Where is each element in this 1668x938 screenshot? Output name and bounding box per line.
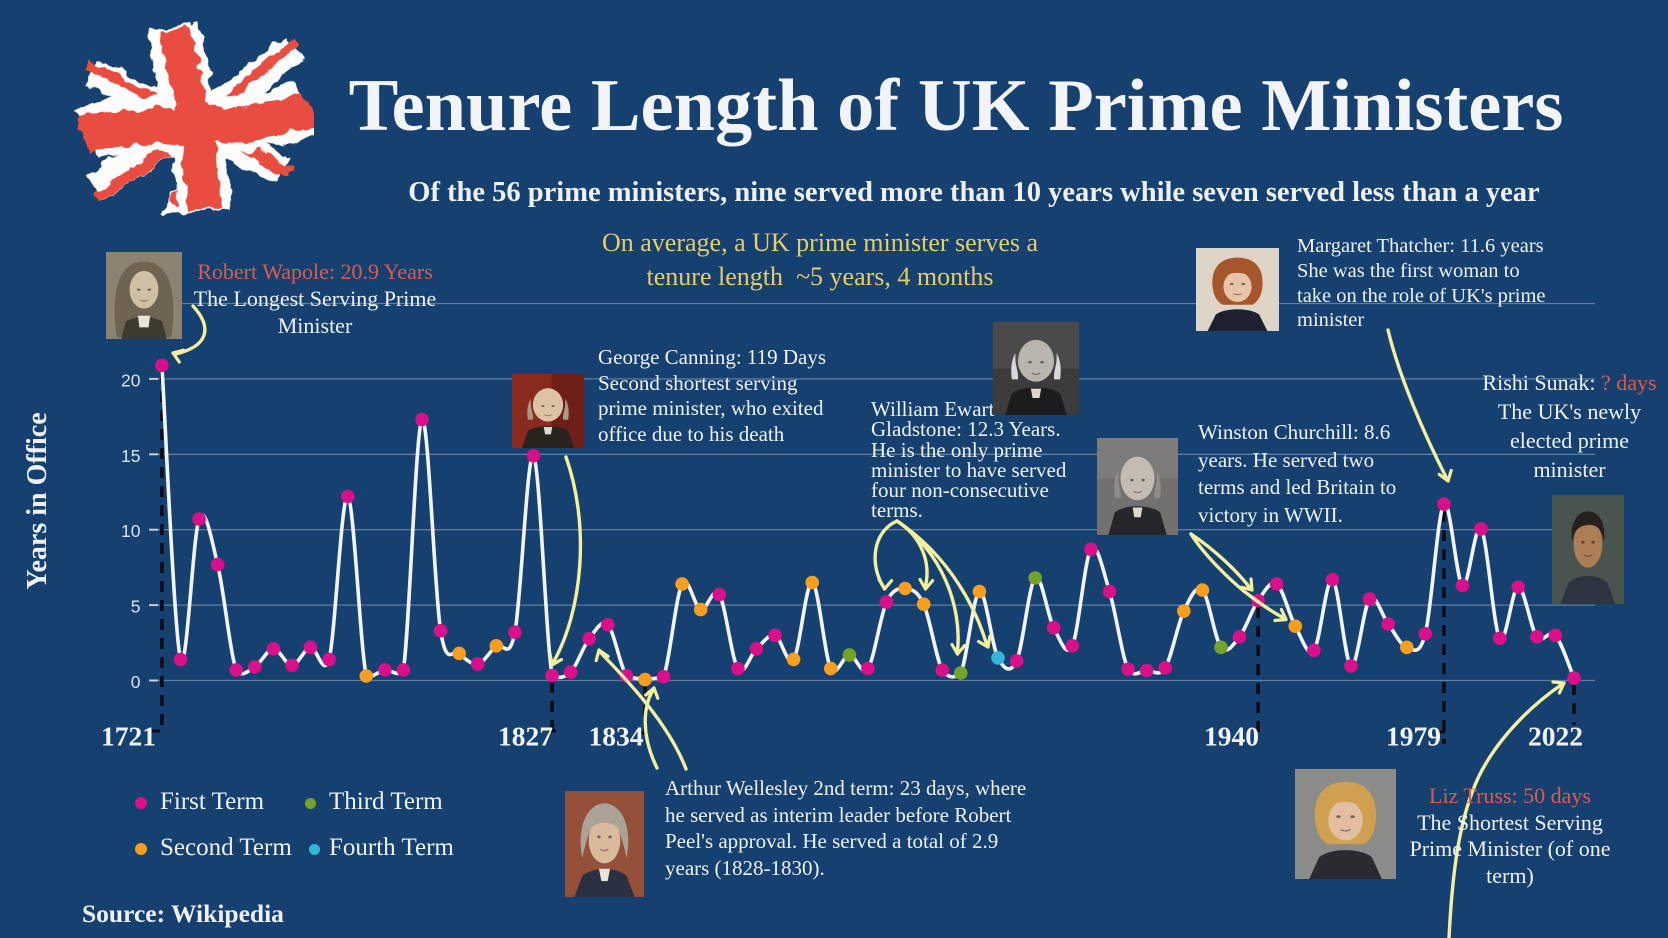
svg-text:1721: 1721 [101, 721, 156, 752]
svg-text:1979: 1979 [1386, 721, 1441, 752]
svg-text:1834: 1834 [589, 721, 644, 752]
svg-text:5: 5 [131, 597, 141, 617]
svg-text:1827: 1827 [498, 721, 553, 752]
svg-text:15: 15 [121, 446, 140, 466]
svg-text:1940: 1940 [1204, 721, 1259, 752]
svg-text:2022: 2022 [1528, 721, 1583, 752]
svg-text:20: 20 [121, 370, 141, 390]
svg-text:10: 10 [121, 521, 141, 541]
svg-text:0: 0 [131, 672, 141, 692]
